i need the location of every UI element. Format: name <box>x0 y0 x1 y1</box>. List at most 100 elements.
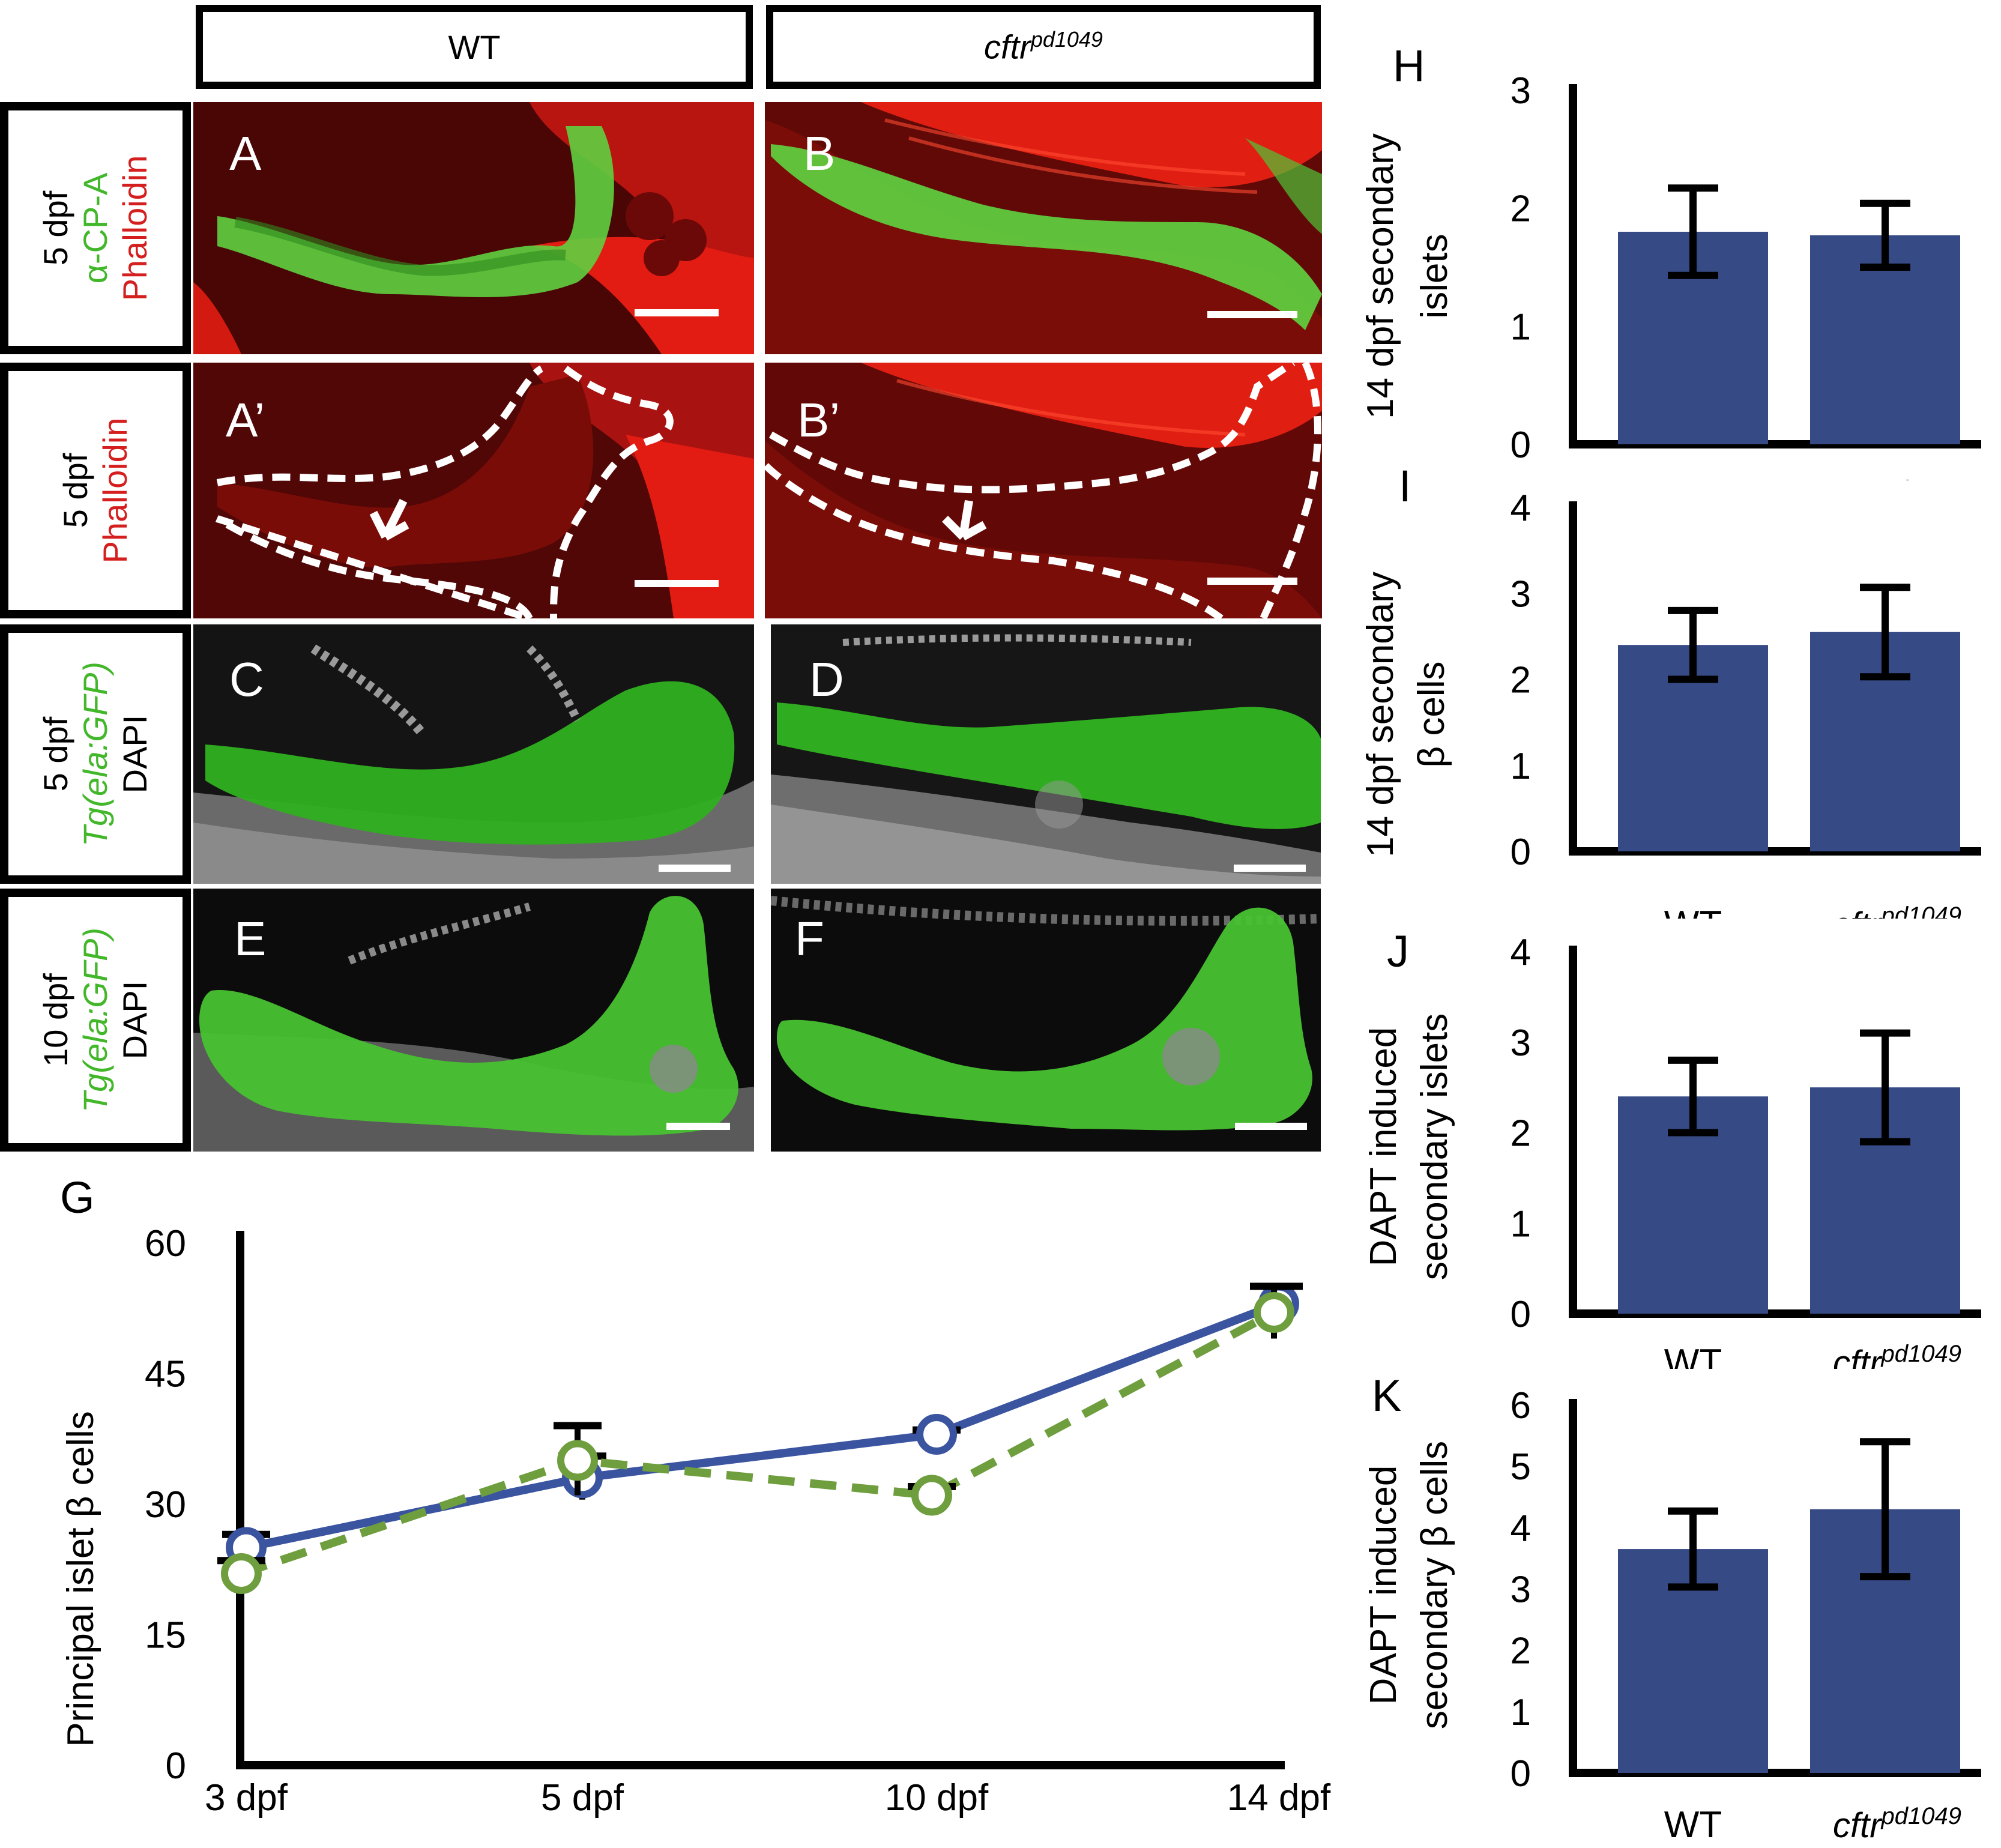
panel-a-prime-micrograph: A’ <box>193 363 754 618</box>
row3-stain-dapi: DAPI <box>116 714 154 794</box>
panel-a-prime-label: A’ <box>226 393 265 447</box>
chart-i-x-tick-label: cftrpd1049 <box>1833 902 1961 919</box>
panel-e-micrograph: E <box>193 889 754 1152</box>
panel-e-scale-bar <box>666 1123 730 1130</box>
row2-stain-red: Phalloidin <box>96 417 134 564</box>
row3-stain-green: Tg(ela:GFP) <box>76 661 114 847</box>
chart-g-data-point <box>1254 1292 1294 1333</box>
chart-i-panel-letter: I <box>1399 462 1411 511</box>
chart-g-series-line <box>240 1308 1276 1578</box>
chart-g-y-tick-label: 45 <box>145 1354 186 1395</box>
chart-g-x-tick-label: 14 dpf <box>1227 1777 1331 1819</box>
chart-j-y-tick-label: 1 <box>1511 1203 1531 1245</box>
chart-g-x-tick-label: 10 dpf <box>885 1777 989 1819</box>
panel-e-label: E <box>234 912 267 965</box>
chart-j-y-tick-label: 3 <box>1511 1022 1531 1064</box>
panel-c-micrograph: C <box>193 624 754 884</box>
panel-d-micrograph: D <box>771 624 1321 884</box>
row1-stain-red: Phalloidin <box>116 155 154 301</box>
panel-b-prime-scale-bar <box>1207 578 1297 585</box>
column-header-wt-label: WT <box>448 28 501 66</box>
chart-g-y-tick-label: 0 <box>166 1745 186 1787</box>
chart-k-panel-letter: K <box>1372 1371 1401 1421</box>
panel-a-prime-image <box>193 363 754 618</box>
row1-stain-green: α-CP-A <box>76 172 114 284</box>
panel-c-image <box>193 624 754 884</box>
panel-f-micrograph: F <box>771 889 1321 1152</box>
chart-j-y-tick-label: 2 <box>1511 1113 1531 1155</box>
panel-a-scale-bar <box>635 309 719 316</box>
panel-d-label: D <box>809 653 844 706</box>
column-header-wt: WT <box>196 5 753 89</box>
chart-g-x-tick-label: 5 dpf <box>541 1777 624 1819</box>
chart-k-y-tick-label: 5 <box>1511 1446 1531 1488</box>
row-label-3: 5 dpf Tg(ela:GFP) DAPI <box>0 624 191 884</box>
chart-i-y-axis-label-1: 14 dpf secondary <box>1360 572 1401 857</box>
column-header-mutant: cftrpd1049 <box>766 5 1321 89</box>
chart-j-x-tick-label: cftrpd1049 <box>1833 1341 1961 1369</box>
chart-i-x-tick-label: WT <box>1664 904 1722 919</box>
chart-h-y-tick-label: 3 <box>1511 70 1531 112</box>
chart-h: H 14 dpf secondary islets 0 1 2 3 WT cftrpd10… <box>1360 41 1981 480</box>
chart-h-y-axis-label-1: 14 dpf secondary <box>1360 133 1401 419</box>
chart-h-x-tick-label: cftrpd1049 <box>1833 476 1961 480</box>
panel-a-prime-scale-bar <box>635 580 719 587</box>
panel-f-scale-bar <box>1235 1123 1307 1130</box>
panel-e-image <box>193 889 754 1152</box>
row4-stain-green: Tg(ela:GFP) <box>76 927 114 1113</box>
chart-h-y-axis-label-2: islets <box>1414 234 1455 318</box>
chart-k-y-tick-label: 4 <box>1511 1508 1531 1549</box>
chart-i-y-axis-label-2: β cells <box>1411 662 1452 768</box>
chart-g-y-tick-label: 15 <box>145 1615 186 1656</box>
chart-j-y-tick-label: 4 <box>1511 932 1531 973</box>
column-header-mutant-label: cftrpd1049 <box>984 27 1103 66</box>
row4-stage: 10 dpf <box>37 973 74 1067</box>
panel-a-micrograph: A <box>193 102 754 354</box>
chart-i-y-tick-label: 4 <box>1511 488 1531 529</box>
chart-g-y-tick-label: 60 <box>145 1223 186 1264</box>
row-label-2: 5 dpf Phalloidin <box>0 363 191 618</box>
chart-h-x-tick-label: WT <box>1664 477 1722 480</box>
panel-b-micrograph: B <box>765 102 1322 354</box>
chart-k-y-tick-label: 3 <box>1511 1569 1531 1611</box>
chart-g-y-tick-label: 30 <box>145 1484 186 1526</box>
chart-k-y-tick-label: 1 <box>1511 1692 1531 1733</box>
chart-i-y-tick-label: 3 <box>1511 573 1531 615</box>
panel-d-image <box>771 624 1321 884</box>
chart-g-x-tick-label: 3 dpf <box>205 1777 288 1819</box>
row1-stage: 5 dpf <box>37 190 74 266</box>
panel-b-prime-image <box>765 363 1322 618</box>
chart-h-y-tick-label: 0 <box>1511 424 1531 466</box>
chart-h-panel-letter: H <box>1393 41 1425 91</box>
chart-j-y-tick-label: 0 <box>1511 1294 1531 1335</box>
chart-k-y-tick-label: 6 <box>1511 1385 1531 1427</box>
chart-g-data-point <box>916 1414 957 1455</box>
chart-k-y-axis-label-2: secondary β cells <box>1414 1441 1455 1729</box>
row4-stain-dapi: DAPI <box>116 980 154 1060</box>
chart-j-y-axis-label-2: secondary islets <box>1414 1013 1455 1281</box>
panel-f-image <box>771 889 1321 1152</box>
chart-k: K DAPT induced secondary β cells 0 1 2 3 4 5 6… <box>1363 1371 1981 1846</box>
panel-b-prime-micrograph: B’ <box>765 363 1322 618</box>
chart-g-data-point <box>557 1440 598 1481</box>
panel-a-label: A <box>229 127 262 180</box>
chart-j: J DAPT induced secondary islets 0 1 2 3 4 WT c… <box>1363 926 1981 1369</box>
panel-a-image <box>193 102 754 354</box>
chart-k-y-tick-label: 2 <box>1511 1631 1531 1672</box>
chart-j-y-axis-label-1: DAPT induced <box>1363 1027 1404 1267</box>
chart-g-y-axis-label: Principal islet β cells <box>60 1411 101 1747</box>
row-label-1: 5 dpf α-CP-A Phalloidin <box>0 102 191 354</box>
chart-g: G Principal islet β cells 0 15 30 45 60 3 dpf… <box>60 1173 1331 1819</box>
panel-c-label: C <box>229 653 264 706</box>
chart-k-x-tick-label: WT <box>1664 1804 1722 1846</box>
chart-h-y-tick-label: 1 <box>1511 306 1531 348</box>
chart-h-y-tick-label: 2 <box>1511 189 1531 230</box>
panel-b-image <box>765 102 1322 354</box>
chart-g-panel-letter: G <box>60 1173 95 1222</box>
row2-stage: 5 dpf <box>56 453 94 528</box>
chart-k-y-tick-label: 0 <box>1511 1753 1531 1795</box>
panel-d-scale-bar <box>1234 865 1306 872</box>
chart-k-y-axis-label-1: DAPT induced <box>1363 1466 1404 1705</box>
panel-f-label: F <box>795 912 824 965</box>
chart-i-y-tick-label: 1 <box>1511 746 1531 787</box>
